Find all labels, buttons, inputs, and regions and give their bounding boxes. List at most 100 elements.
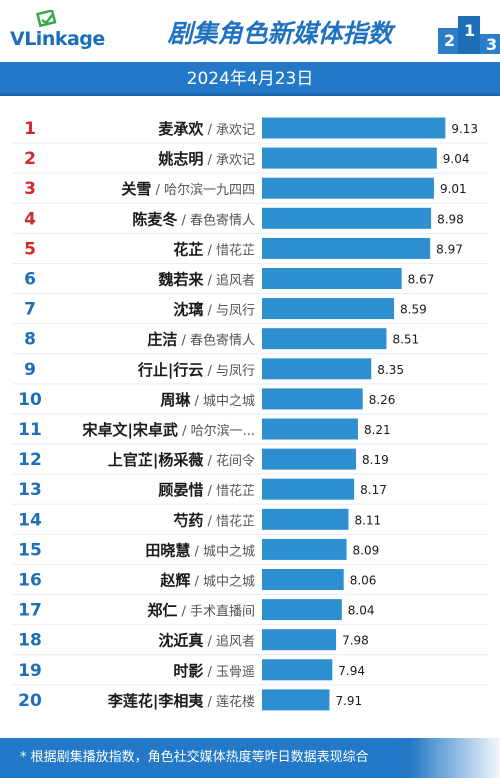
- row-label: 郑仁 / 手术直播间: [147, 602, 255, 620]
- value-label: 8.59: [400, 303, 427, 317]
- row-label: 芍药 / 惜花芷: [173, 511, 255, 529]
- value-label: 8.11: [354, 513, 381, 527]
- rank-number: 5: [24, 239, 36, 259]
- value-bar: [262, 358, 372, 380]
- separator: /: [203, 243, 216, 258]
- value-bar: [262, 147, 437, 169]
- drama-name: 玉骨遥: [216, 665, 255, 680]
- rank-number: 12: [18, 450, 42, 470]
- rank-number: 16: [18, 571, 42, 591]
- character-name: 沈近真: [158, 632, 203, 650]
- separator: /: [203, 454, 216, 469]
- drama-name: 追风者: [216, 273, 255, 289]
- rank-number: 9: [24, 360, 36, 380]
- value-label: 8.19: [362, 453, 389, 467]
- drama-name: 追风者: [216, 634, 255, 650]
- row-label: 赵辉 / 城中之城: [159, 572, 255, 590]
- drama-name: 惜花芷: [216, 483, 255, 499]
- separator: /: [190, 575, 203, 590]
- rank-number: 3: [24, 179, 36, 199]
- value-bar: [262, 659, 333, 681]
- value-label: 7.98: [342, 634, 369, 648]
- row-label: 时影 / 玉骨遥: [173, 662, 255, 680]
- separator: /: [190, 394, 203, 409]
- separator: /: [203, 484, 216, 499]
- separator: /: [203, 274, 216, 289]
- value-bar: [262, 237, 431, 259]
- drama-name: 城中之城: [203, 544, 255, 559]
- character-name: 芍药: [173, 511, 203, 529]
- row-label: 上官芷|杨采薇 / 花间令: [108, 451, 255, 470]
- rank-number: 17: [18, 601, 42, 621]
- character-name: 田晓慧: [145, 541, 190, 559]
- drama-name: 与凤行: [216, 304, 255, 319]
- value-bar: [262, 508, 349, 530]
- value-label: 8.09: [353, 543, 380, 557]
- logo-mark-icon: [36, 10, 57, 28]
- value-label: 8.26: [369, 393, 396, 407]
- separator: /: [177, 605, 190, 620]
- separator: /: [177, 213, 190, 228]
- drama-name: 与凤行: [216, 364, 255, 379]
- row-label: 周琳 / 城中之城: [160, 391, 255, 409]
- row-label: 田晓慧 / 城中之城: [145, 541, 255, 559]
- rank-number: 13: [18, 480, 42, 500]
- rank-number: 2: [24, 149, 36, 169]
- row-label: 庄洁 / 春色寄情人: [147, 331, 255, 349]
- value-bar: [262, 207, 432, 229]
- separator: /: [203, 123, 216, 138]
- character-name: 魏若来: [157, 271, 204, 289]
- value-label: 8.21: [364, 423, 391, 437]
- value-label: 8.51: [392, 333, 419, 347]
- date-banner: 2024年4月23日: [0, 62, 500, 96]
- value-label: 9.01: [440, 182, 467, 196]
- vlinkage-logo: VLinkage: [8, 10, 118, 50]
- rank-number: 1: [24, 119, 36, 139]
- value-bar: [262, 569, 344, 590]
- character-name: 行止|行云: [137, 361, 203, 380]
- row-label: 宋卓文|宋卓武 / 哈尔滨一...: [81, 421, 255, 440]
- value-bar: [262, 177, 434, 199]
- rank-number: 19: [18, 661, 42, 681]
- separator: /: [203, 514, 216, 529]
- character-name: 宋卓文|宋卓武: [81, 421, 177, 440]
- rank-number: 6: [24, 270, 36, 290]
- value-label: 8.04: [348, 604, 375, 618]
- drama-name: 春色寄情人: [190, 212, 255, 228]
- rank-number: 7: [24, 300, 36, 320]
- value-label: 8.67: [408, 273, 435, 287]
- drama-name: 惜花芷: [216, 242, 255, 258]
- drama-name: 承欢记: [216, 123, 255, 138]
- character-name: 郑仁: [147, 602, 177, 620]
- character-name: 关雪: [121, 180, 151, 198]
- character-name: 花芷: [173, 240, 203, 258]
- character-name: 麦承欢: [158, 120, 204, 138]
- drama-name: 城中之城: [203, 394, 255, 409]
- character-name: 时影: [173, 662, 203, 680]
- value-bar: [262, 689, 330, 711]
- value-label: 8.06: [350, 574, 377, 588]
- value-bar: [262, 599, 342, 621]
- rank-number: 14: [18, 510, 42, 530]
- drama-name: 手术直播间: [190, 605, 255, 620]
- value-label: 8.97: [436, 242, 463, 256]
- ranking-chart: 1 麦承欢 / 承欢记 9.13 2 姚志明 / 承欢记 9.04 3 关雪 / 哈尔滨一九四…: [12, 117, 488, 711]
- logo-text: VLinkage: [10, 28, 105, 50]
- rank-number: 10: [18, 390, 42, 410]
- drama-name: 惜花芷: [216, 513, 255, 529]
- value-label: 7.94: [338, 664, 365, 678]
- footer-fade: [410, 738, 500, 778]
- separator: /: [151, 183, 164, 198]
- value-bar: [262, 268, 402, 289]
- separator: /: [190, 544, 203, 559]
- character-name: 姚志明: [157, 150, 203, 168]
- drama-name: 春色寄情人: [190, 333, 255, 349]
- character-name: 周琳: [160, 391, 191, 409]
- drama-name: 哈尔滨一九四四: [164, 182, 255, 198]
- drama-name: 承欢记: [216, 153, 255, 168]
- row-label: 沈璃 / 与凤行: [173, 301, 255, 319]
- rank-number: 4: [24, 209, 36, 229]
- drama-name: 莲花楼: [216, 694, 255, 710]
- value-label: 8.35: [377, 363, 404, 377]
- rank-number: 20: [18, 691, 42, 711]
